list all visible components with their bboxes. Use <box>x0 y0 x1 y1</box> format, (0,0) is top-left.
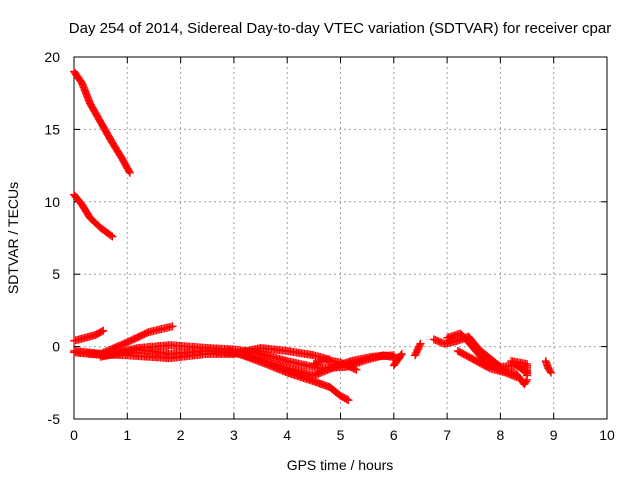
data-point-marker <box>99 326 108 335</box>
x-tick-label: 8 <box>497 427 505 443</box>
series-arc-mid-start <box>70 190 117 241</box>
series-arc-h <box>411 339 425 360</box>
x-tick-label: 5 <box>337 427 345 443</box>
series-arc-g <box>389 349 406 370</box>
series-arc-l <box>507 357 532 380</box>
x-tick-labels: 0 1 2 3 4 5 6 7 8 9 10 <box>70 427 615 443</box>
x-tick-label: 6 <box>390 427 398 443</box>
series-arc-k <box>453 346 521 382</box>
data-point-marker <box>547 368 556 377</box>
x-axis-label: GPS time / hours <box>287 457 394 473</box>
y-tick-label: 15 <box>44 121 60 137</box>
data-point-marker <box>416 339 425 348</box>
series-arc-rising <box>70 326 108 345</box>
x-tick-label: 9 <box>550 427 558 443</box>
x-tick-label: 1 <box>123 427 131 443</box>
x-tick-label: 0 <box>70 427 78 443</box>
data-point-marker <box>344 396 353 405</box>
data-point-marker <box>523 371 532 380</box>
x-tick-label: 4 <box>283 427 291 443</box>
data-point-marker <box>397 349 406 358</box>
data-marks <box>70 67 556 405</box>
series-arc-e <box>224 346 398 380</box>
data-point-marker <box>343 395 352 404</box>
data-point-marker <box>396 351 405 360</box>
axis-ticks <box>73 56 608 420</box>
data-point-marker <box>389 351 398 360</box>
x-tick-label: 7 <box>443 427 451 443</box>
y-tick-label: 10 <box>44 194 60 210</box>
data-point-marker <box>352 365 361 374</box>
data-point-marker <box>168 322 177 331</box>
data-point-marker <box>522 377 531 386</box>
data-point-marker <box>415 341 424 350</box>
y-tick-label: -5 <box>48 411 61 427</box>
y-axis-label: SDTVAR / TECUs <box>5 182 21 294</box>
y-tick-labels: -5 0 5 10 15 20 <box>44 49 60 427</box>
y-tick-label: 5 <box>52 266 60 282</box>
data-point-marker <box>546 367 555 376</box>
x-tick-label: 2 <box>177 427 185 443</box>
chart-title: Day 254 of 2014, Sidereal Day-to-day VTE… <box>69 20 611 37</box>
series-arc-high-start <box>70 67 134 177</box>
data-point-marker <box>351 365 360 374</box>
data-point-marker <box>125 168 134 177</box>
data-point-marker <box>97 327 106 336</box>
y-tick-label: 20 <box>44 49 60 65</box>
data-point-marker <box>108 232 117 241</box>
data-point-marker <box>512 373 521 382</box>
data-point-marker <box>125 167 134 176</box>
x-tick-label: 3 <box>230 427 238 443</box>
series-arc-m <box>541 357 556 377</box>
y-tick-label: 0 <box>52 339 60 355</box>
series-arc-f <box>309 355 361 374</box>
data-point-marker <box>107 231 116 240</box>
x-tick-label: 10 <box>599 427 615 443</box>
grid-lines <box>74 57 607 419</box>
